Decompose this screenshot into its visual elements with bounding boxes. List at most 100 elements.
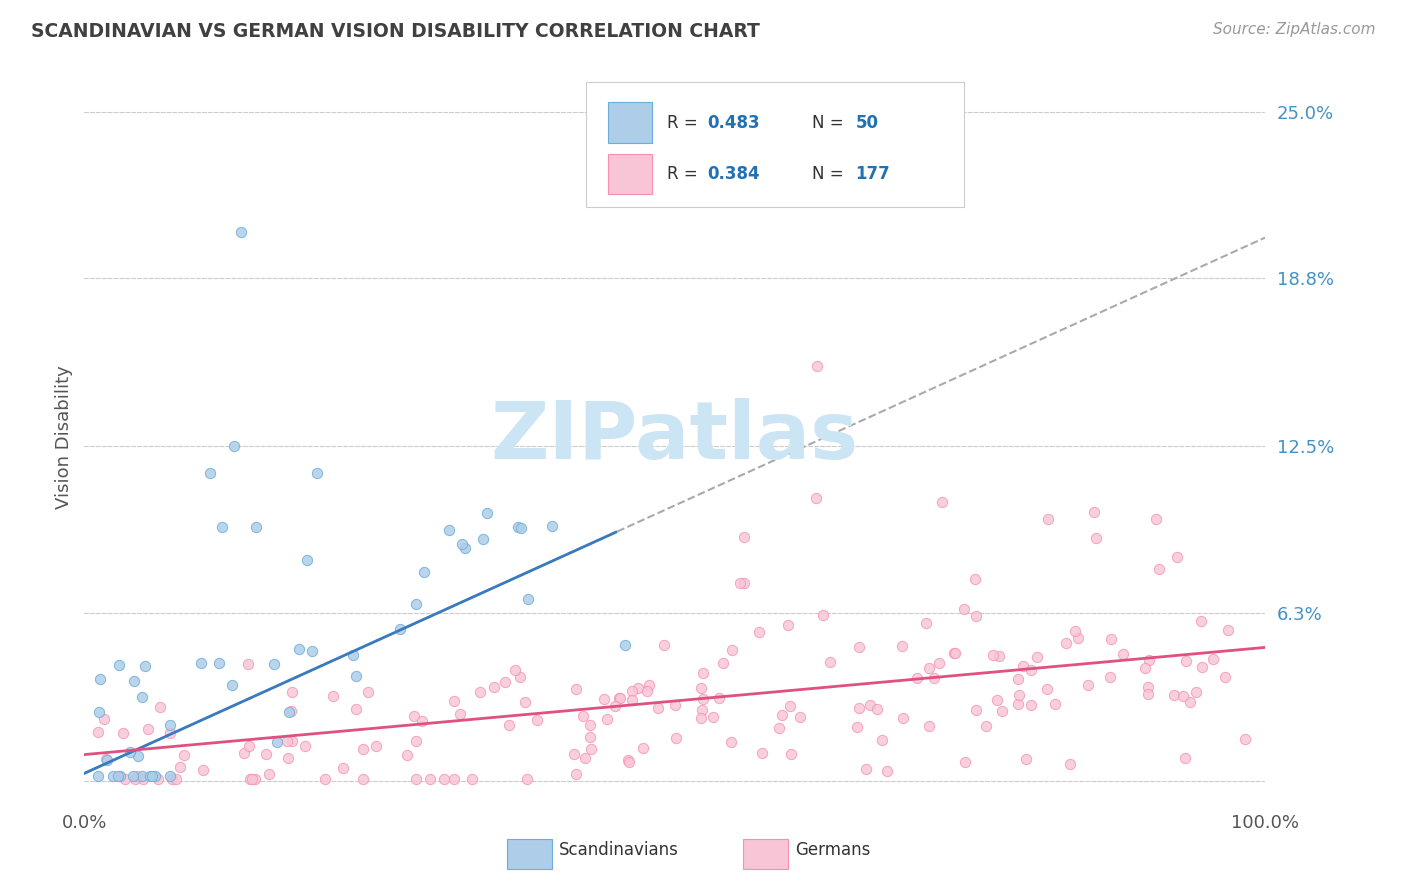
Text: 0.384: 0.384 [707, 165, 759, 183]
Text: R =: R = [666, 165, 703, 183]
Point [433, 772, 456, 786]
Point [121, 769, 143, 783]
Point [344, 702, 367, 716]
Point [922, 671, 945, 685]
Point [87, 705, 110, 719]
Point [266, 735, 288, 749]
Point [344, 669, 367, 683]
Point [281, 734, 304, 748]
Point [1216, 624, 1239, 638]
Point [221, 677, 243, 691]
Point [419, 772, 441, 786]
Point [1054, 635, 1077, 649]
Point [579, 742, 602, 756]
Point [806, 359, 828, 373]
Point [1166, 549, 1188, 564]
Point [1174, 751, 1197, 765]
Point [1011, 659, 1033, 673]
Point [243, 772, 266, 786]
Point [804, 491, 827, 505]
Point [89, 672, 111, 686]
Point [872, 732, 894, 747]
Point [974, 719, 997, 733]
Point [437, 524, 460, 538]
Point [107, 769, 129, 783]
Point [733, 576, 755, 591]
Point [603, 698, 626, 713]
Point [131, 690, 153, 704]
Point [692, 691, 714, 706]
Point [952, 601, 974, 615]
Point [848, 640, 870, 655]
Point [1178, 695, 1201, 709]
Point [619, 756, 641, 770]
Point [859, 698, 882, 713]
Point [614, 638, 637, 652]
Point [508, 520, 530, 534]
Point [149, 699, 172, 714]
Point [621, 684, 644, 698]
Point [124, 772, 146, 786]
Point [332, 761, 354, 775]
Text: SCANDINAVIAN VS GERMAN VISION DISABILITY CORRELATION CHART: SCANDINAVIAN VS GERMAN VISION DISABILITY… [31, 22, 759, 41]
Point [692, 666, 714, 681]
Point [413, 565, 436, 579]
Point [702, 710, 724, 724]
Text: N =: N = [811, 165, 849, 183]
Point [405, 772, 427, 786]
Point [263, 657, 285, 672]
Point [876, 764, 898, 778]
Point [820, 655, 842, 669]
Point [395, 748, 418, 763]
Point [1185, 685, 1208, 699]
Point [1191, 659, 1213, 673]
Point [986, 693, 1008, 707]
Point [789, 710, 811, 724]
Point [357, 684, 380, 698]
Point [565, 682, 588, 697]
Point [848, 700, 870, 714]
Point [94, 752, 117, 766]
Point [314, 772, 336, 786]
Point [565, 767, 588, 781]
Point [780, 747, 803, 761]
Point [136, 722, 159, 736]
Point [503, 663, 526, 677]
Point [541, 519, 564, 533]
Point [146, 772, 169, 786]
Point [1036, 511, 1059, 525]
Text: R =: R = [666, 113, 703, 131]
Bar [607, 103, 652, 143]
Point [294, 739, 316, 753]
Point [278, 706, 301, 720]
Point [1007, 672, 1029, 686]
Point [720, 734, 742, 748]
Point [1171, 689, 1194, 703]
Point [953, 755, 976, 769]
Point [256, 747, 278, 762]
Point [664, 698, 686, 712]
Point [574, 751, 596, 765]
Point [120, 745, 142, 759]
Point [141, 769, 163, 783]
Point [636, 684, 658, 698]
Point [211, 520, 233, 534]
Point [965, 703, 987, 717]
Point [131, 769, 153, 783]
Point [905, 671, 928, 685]
Point [1213, 670, 1236, 684]
Point [846, 720, 869, 734]
Point [1163, 688, 1185, 702]
Point [159, 726, 181, 740]
Point [509, 670, 531, 684]
Point [1137, 680, 1160, 694]
Point [322, 690, 344, 704]
Point [1007, 688, 1029, 702]
Point [108, 658, 131, 673]
Point [233, 746, 256, 760]
Point [1147, 562, 1170, 576]
Point [1098, 670, 1121, 684]
Point [364, 739, 387, 753]
Point [471, 532, 494, 546]
Point [579, 730, 602, 744]
